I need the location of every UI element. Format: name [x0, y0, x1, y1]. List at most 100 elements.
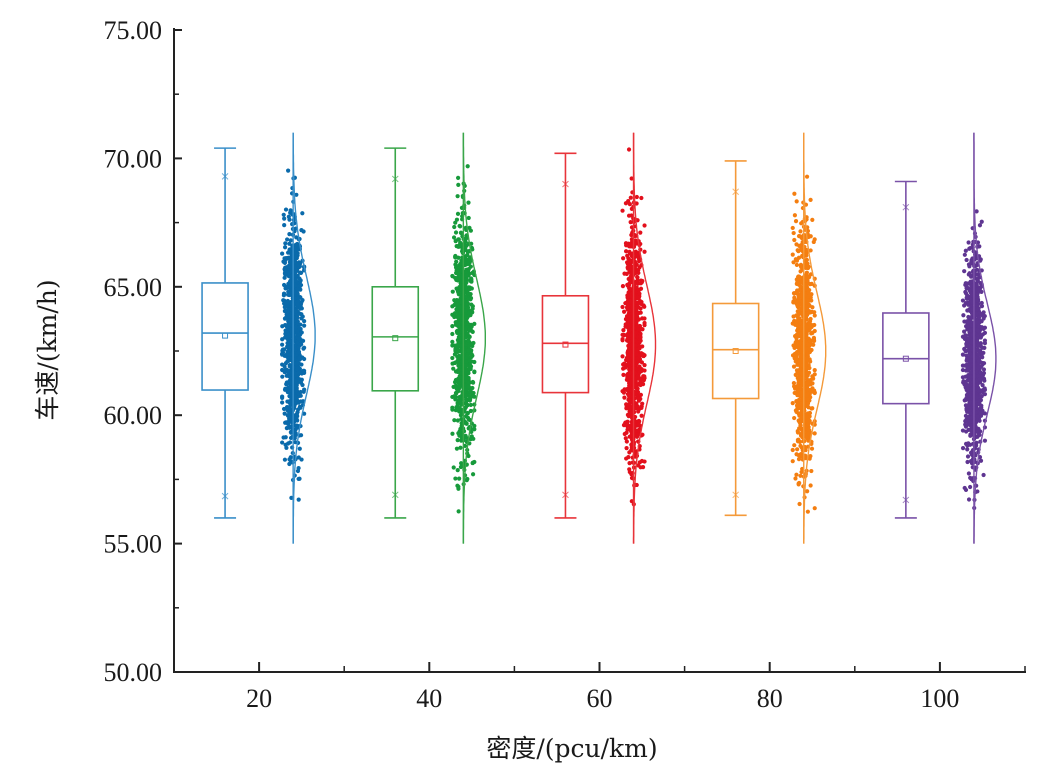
data-point: [465, 331, 470, 337]
data-point: [966, 240, 971, 245]
data-point: [965, 386, 970, 392]
data-point: [288, 406, 294, 412]
data-point: [962, 269, 967, 274]
data-point: [292, 381, 298, 386]
data-point: [450, 405, 455, 410]
data-point: [791, 364, 797, 369]
data-point: [281, 435, 286, 440]
data-point: [642, 375, 647, 381]
data-point: [465, 252, 470, 258]
data-point: [467, 287, 472, 292]
data-point: [969, 345, 974, 350]
data-point: [798, 473, 803, 478]
data-point: [284, 373, 289, 378]
data-point: [636, 463, 641, 468]
data-point: [966, 262, 972, 267]
data-point: [797, 501, 802, 507]
data-point: [979, 219, 984, 224]
data-point: [969, 370, 974, 375]
y-tick-label: 60.00: [104, 401, 163, 430]
data-point: [633, 370, 638, 376]
data-point: [454, 391, 459, 396]
data-point: [810, 374, 815, 379]
data-point: [280, 352, 285, 357]
data-point: [287, 356, 293, 361]
data-point: [471, 340, 476, 346]
data-point: [450, 394, 455, 400]
data-point: [624, 402, 629, 407]
data-point: [624, 332, 630, 337]
data-point: [621, 423, 627, 428]
data-point: [287, 352, 292, 357]
data-point: [455, 438, 460, 443]
distribution-curve: [292, 132, 316, 544]
data-point: [298, 282, 304, 288]
data-point: [458, 399, 463, 404]
data-point: [977, 223, 983, 228]
data-point: [299, 330, 304, 335]
data-point: [967, 419, 973, 424]
data-point: [978, 388, 983, 393]
data-point: [469, 276, 474, 281]
data-point: [284, 324, 290, 330]
data-point: [282, 223, 287, 228]
data-point: [962, 336, 967, 342]
data-point: [280, 251, 285, 256]
data-point: [804, 397, 810, 402]
data-point: [301, 389, 306, 394]
data-point: [627, 286, 632, 291]
data-point: [456, 383, 461, 389]
data-point: [293, 347, 298, 352]
data-point: [621, 390, 627, 395]
data-point: [969, 258, 974, 263]
data-point: [466, 200, 471, 205]
data-point: [811, 342, 816, 347]
data-point: [974, 209, 979, 214]
data-point: [963, 487, 969, 493]
data-point: [287, 217, 292, 222]
data-point: [452, 311, 458, 316]
data-point: [450, 289, 455, 294]
data-point: [621, 328, 626, 333]
data-point: [282, 260, 288, 266]
data-point: [283, 207, 289, 212]
data-point: [794, 452, 799, 457]
data-point: [804, 412, 809, 417]
y-tick-label: 75.00: [104, 16, 163, 45]
data-point: [297, 276, 302, 281]
data-point: [466, 384, 471, 389]
data-point: [809, 324, 814, 330]
data-point: [622, 395, 627, 400]
data-point: [627, 392, 632, 397]
data-point: [981, 367, 987, 372]
data-point: [640, 344, 645, 349]
data-point: [463, 327, 468, 332]
data-point: [465, 321, 470, 326]
data-point: [805, 401, 811, 406]
data-point: [804, 361, 809, 366]
data-point: [622, 387, 627, 392]
data-point: [298, 342, 303, 347]
data-point: [792, 295, 797, 300]
data-point: [453, 322, 459, 327]
data-point: [626, 360, 632, 366]
data-point: [628, 219, 633, 225]
data-point: [977, 315, 982, 320]
data-point: [453, 397, 458, 402]
data-point: [282, 304, 287, 310]
data-point: [797, 302, 802, 307]
data-point: [791, 230, 796, 236]
data-point: [792, 237, 797, 243]
data-point: [463, 279, 469, 285]
data-point: [293, 427, 298, 432]
data-point: [960, 367, 966, 373]
data-point: [966, 320, 971, 325]
data-point: [795, 437, 801, 443]
data-point: [454, 297, 459, 303]
percentile-x-marker: [562, 491, 569, 499]
data-point: [966, 300, 971, 305]
data-point: [456, 182, 461, 187]
data-point: [463, 393, 468, 398]
